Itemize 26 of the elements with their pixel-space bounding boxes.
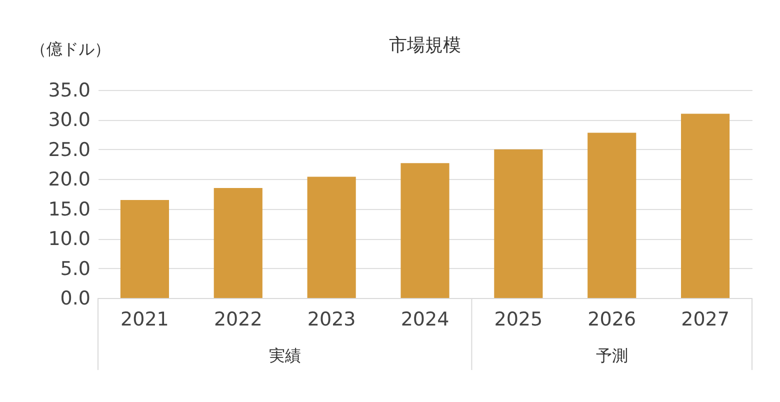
bar (307, 176, 356, 298)
y-axis-title: （億ドル） (30, 40, 110, 58)
bar (400, 163, 450, 298)
x-tick-label: 2027 (681, 308, 730, 330)
chart-title: 市場規模 (389, 35, 461, 56)
y-tick-label: 5.0 (60, 258, 90, 280)
bar (588, 132, 636, 298)
x-tick-label: 2024 (400, 308, 450, 330)
x-tick-label: 2021 (120, 308, 169, 330)
x-tick-label: 2023 (307, 308, 356, 330)
y-tick-label: 25.0 (48, 138, 90, 161)
y-tick-label: 10.0 (48, 228, 90, 250)
y-tick-label: 15.0 (48, 198, 90, 220)
y-tick-label: 20.0 (48, 168, 90, 191)
x-tick-label: 2025 (494, 308, 543, 330)
y-tick-label: 35.0 (48, 80, 90, 102)
bar (494, 149, 543, 298)
x-tick-label: 2022 (214, 308, 262, 330)
text: 実績 (268, 346, 301, 365)
text: 予測 (596, 346, 628, 365)
x-tick-label: 2026 (588, 308, 636, 330)
y-tick-label: 30.0 (48, 109, 90, 132)
bar (680, 114, 730, 298)
bar (214, 188, 262, 298)
y-tick-label: 0.0 (60, 288, 90, 310)
bar (120, 200, 170, 298)
